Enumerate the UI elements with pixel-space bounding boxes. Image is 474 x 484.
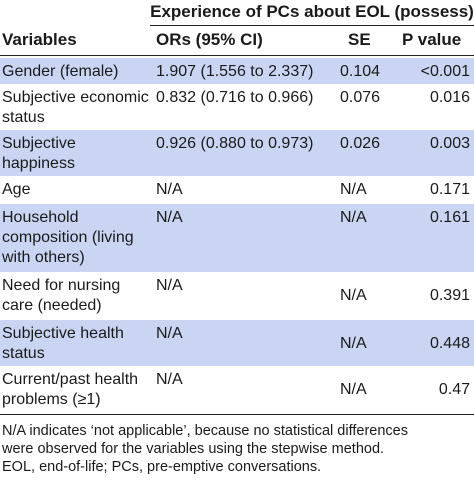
- cell-or: N/A: [156, 371, 183, 388]
- table-row: Subjective happiness 0.926 (0.880 to 0.9…: [0, 130, 474, 176]
- cell-variable: Current/past health problems (≥1): [2, 371, 139, 408]
- table-row: Gender (female) 1.907 (1.556 to 2.337) 0…: [0, 58, 474, 84]
- cell-variable: Household composition (living with other…: [2, 209, 134, 266]
- column-header-or: ORs (95% CI): [156, 30, 263, 49]
- cell-or: N/A: [156, 277, 183, 294]
- group-header-rule: [150, 25, 474, 26]
- cell-se: N/A: [340, 381, 367, 398]
- cell-se: N/A: [340, 209, 367, 226]
- cell-or: N/A: [156, 209, 183, 226]
- column-header-row: Variables ORs (95% CI) SE P value: [0, 30, 474, 54]
- cell-variable: Gender (female): [2, 63, 119, 80]
- cell-variable: Subjective health status: [2, 325, 124, 362]
- table-row: Need for nursing care (needed) N/A N/A 0…: [0, 272, 474, 320]
- cell-or: 1.907 (1.556 to 2.337): [156, 63, 314, 80]
- cell-p: <0.001: [420, 63, 470, 80]
- footnote-line: N/A indicates ‘not applicable’, because …: [2, 423, 408, 439]
- cell-p: 0.448: [429, 335, 470, 352]
- cell-se: 0.026: [340, 135, 381, 152]
- cell-p: 0.003: [429, 135, 470, 152]
- table-row: Household composition (living with other…: [0, 204, 474, 272]
- cell-se: N/A: [340, 181, 367, 198]
- footnote-line: were observed for the variables using th…: [2, 441, 385, 457]
- column-header-p: P value: [402, 30, 462, 49]
- table-footnote: N/A indicates ‘not applicable’, because …: [2, 422, 472, 476]
- cell-p: 0.171: [429, 181, 470, 198]
- column-header-rule: [0, 55, 474, 56]
- cell-or: 0.832 (0.716 to 0.966): [156, 89, 314, 106]
- cell-or: 0.926 (0.880 to 0.973): [156, 135, 314, 152]
- table-row: Current/past health problems (≥1) N/A N/…: [0, 366, 474, 414]
- cell-variable: Age: [2, 181, 31, 198]
- cell-se: N/A: [340, 287, 367, 304]
- table-row: Subjective economic status 0.832 (0.716 …: [0, 84, 474, 130]
- cell-p: 0.391: [429, 287, 470, 304]
- group-header: Experience of PCs about EOL (possess): [150, 2, 474, 21]
- cell-or: N/A: [156, 181, 183, 198]
- cell-variable: Subjective economic status: [2, 89, 149, 126]
- footnote-line: EOL, end-of-life; PCs, pre-emptive conve…: [2, 459, 322, 475]
- cell-se: 0.076: [340, 89, 381, 106]
- cell-p: 0.161: [429, 209, 470, 226]
- cell-variable: Subjective happiness: [2, 135, 76, 172]
- cell-p: 0.016: [429, 89, 470, 106]
- table-row: Age N/A N/A 0.171: [0, 176, 474, 204]
- cell-or: N/A: [156, 325, 183, 342]
- cell-se: 0.104: [340, 63, 381, 80]
- cell-se: N/A: [340, 335, 367, 352]
- cell-p: 0.47: [438, 381, 470, 398]
- table-bottom-rule: [0, 414, 474, 415]
- table-row: Subjective health status N/A N/A 0.448: [0, 320, 474, 366]
- cell-variable: Need for nursing care (needed): [2, 277, 121, 314]
- column-header-se: SE: [348, 30, 371, 49]
- column-header-variables: Variables: [2, 30, 77, 49]
